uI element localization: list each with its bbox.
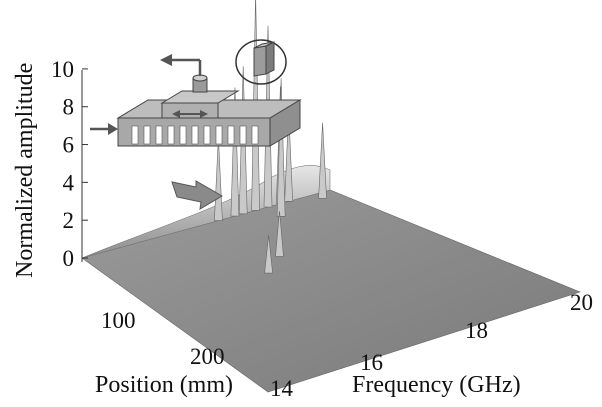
x-tick-label: 18 [465, 318, 488, 343]
spectral-peak [284, 110, 293, 202]
z-tick-label: 0 [63, 246, 75, 271]
x-tick-label: 16 [360, 350, 383, 375]
spectral-peak [230, 87, 240, 217]
z-tick-label: 2 [63, 208, 75, 233]
spectral-peak [214, 137, 223, 221]
z-tick-label: 6 [63, 133, 75, 158]
y-tick-label: 200 [190, 344, 225, 369]
z-tick-label: 8 [63, 95, 75, 120]
z-tick-label: 4 [63, 170, 75, 195]
scan-direction-arrow-icon [171, 180, 223, 210]
device-inset [90, 39, 302, 147]
spectral-peak [264, 235, 273, 274]
x-tick-label: 14 [270, 376, 294, 401]
spectral-peak [275, 210, 284, 257]
x-tick-label: 20 [570, 290, 593, 315]
z-tick-label: 10 [51, 57, 74, 82]
x-axis-label: Frequency (GHz) [352, 372, 521, 398]
z-axis-label: Normalized amplitude [12, 63, 38, 278]
y-axis-label: Position (mm) [95, 372, 233, 398]
y-tick-label: 100 [101, 308, 136, 333]
spectral-peak [318, 122, 327, 199]
spectral-peak [276, 78, 286, 217]
surface-floor [81, 189, 581, 393]
